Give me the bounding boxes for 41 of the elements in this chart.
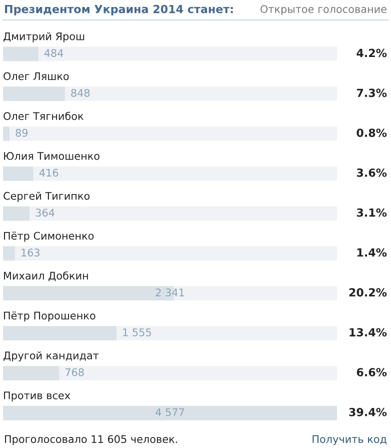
y-tick-label: Против всех (4, 392, 70, 402)
text: 3.6% (356, 168, 387, 177)
text: 13.4% (350, 328, 387, 336)
y-tick-label: Пётр Порошенко (4, 311, 96, 322)
bar (3, 366, 60, 380)
data-label: 768 (65, 368, 84, 376)
text: 0.8% (356, 128, 387, 137)
text: 3.1% (356, 208, 387, 217)
y-tick-label: Олег Ляшко (4, 72, 69, 80)
text: 6.6% (356, 368, 387, 376)
y-tick-label: Олег Тягнибок (4, 112, 84, 120)
data-label: 484 (44, 49, 64, 57)
text: 4.2% (356, 48, 387, 58)
data-label: 4 577 (156, 408, 184, 416)
y-tick-label: Другой кандидат (4, 351, 99, 362)
chart-subtitle: Открытое голосование (260, 5, 386, 16)
y-tick-label: Юлия Тимошенко (4, 152, 100, 160)
y-tick-label: Михаил Добкин (4, 271, 88, 282)
text: 39.4% (349, 408, 387, 416)
bar (3, 126, 10, 141)
data-label: 89 (16, 128, 28, 137)
bar (3, 46, 38, 62)
text: 20.2% (349, 288, 387, 297)
data-label: 2 341 (156, 288, 184, 296)
bar (3, 206, 30, 221)
text: Проголосовало 11 605 человек. (5, 435, 178, 446)
data-label: 1 555 (123, 328, 151, 336)
chart-title: Президентом Украина 2014 станет: (5, 4, 233, 16)
data-label: 416 (39, 168, 58, 177)
data-label: 364 (36, 208, 54, 217)
y-tick-label: Пётр Симоненко (4, 232, 94, 242)
data-label: 163 (22, 248, 40, 256)
text: Получить код (312, 435, 386, 446)
bar (3, 246, 15, 261)
bar (3, 166, 34, 181)
data-label: 848 (71, 88, 90, 97)
y-tick-label: Сергей Тигипко (4, 192, 90, 202)
text: 7.3% (356, 88, 387, 98)
bar (3, 86, 65, 102)
text: 1.4% (357, 248, 387, 257)
y-tick-label: Дмитрий Ярош (4, 32, 84, 42)
